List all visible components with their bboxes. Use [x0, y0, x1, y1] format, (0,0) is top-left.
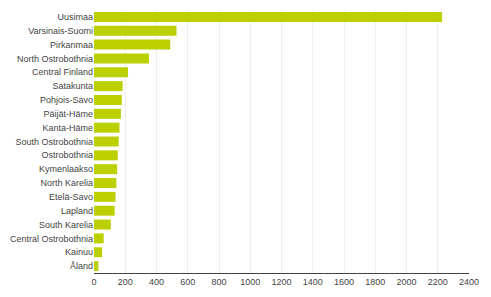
svg-text:2400: 2400 [459, 277, 479, 287]
svg-text:North Ostrobothnia: North Ostrobothnia [17, 54, 93, 64]
svg-text:1200: 1200 [271, 277, 291, 287]
svg-text:1400: 1400 [303, 277, 323, 287]
svg-text:800: 800 [211, 277, 226, 287]
svg-text:Central Ostrobothnia: Central Ostrobothnia [10, 234, 93, 244]
svg-text:Kainuu: Kainuu [65, 247, 93, 257]
svg-text:600: 600 [180, 277, 195, 287]
svg-text:Satakunta: Satakunta [52, 81, 93, 91]
svg-text:Varsinais-Suomi: Varsinais-Suomi [28, 26, 93, 36]
svg-text:Kymenlaakso: Kymenlaakso [39, 164, 93, 174]
svg-text:1600: 1600 [334, 277, 354, 287]
svg-text:North Karelia: North Karelia [40, 178, 93, 188]
svg-text:Kanta-Häme: Kanta-Häme [42, 123, 93, 133]
svg-text:1000: 1000 [240, 277, 260, 287]
svg-text:400: 400 [149, 277, 164, 287]
svg-text:Central Finland: Central Finland [32, 67, 93, 77]
svg-text:2000: 2000 [396, 277, 416, 287]
svg-text:South Ostrobothnia: South Ostrobothnia [15, 137, 93, 147]
svg-text:2200: 2200 [428, 277, 448, 287]
svg-text:200: 200 [118, 277, 133, 287]
svg-text:South Karelia: South Karelia [39, 220, 93, 230]
svg-text:Åland: Åland [70, 261, 93, 271]
svg-text:0: 0 [91, 277, 96, 287]
svg-text:Pohjois-Savo: Pohjois-Savo [40, 95, 93, 105]
svg-text:Etelä-Savo: Etelä-Savo [49, 192, 93, 202]
svg-text:Lapland: Lapland [61, 206, 93, 216]
svg-text:Päijät-Häme: Päijät-Häme [43, 109, 93, 119]
svg-text:Pirkanmaa: Pirkanmaa [50, 40, 93, 50]
svg-text:1800: 1800 [365, 277, 385, 287]
svg-text:Ostrobothnia: Ostrobothnia [41, 150, 93, 160]
svg-text:Uusimaa: Uusimaa [57, 12, 93, 22]
